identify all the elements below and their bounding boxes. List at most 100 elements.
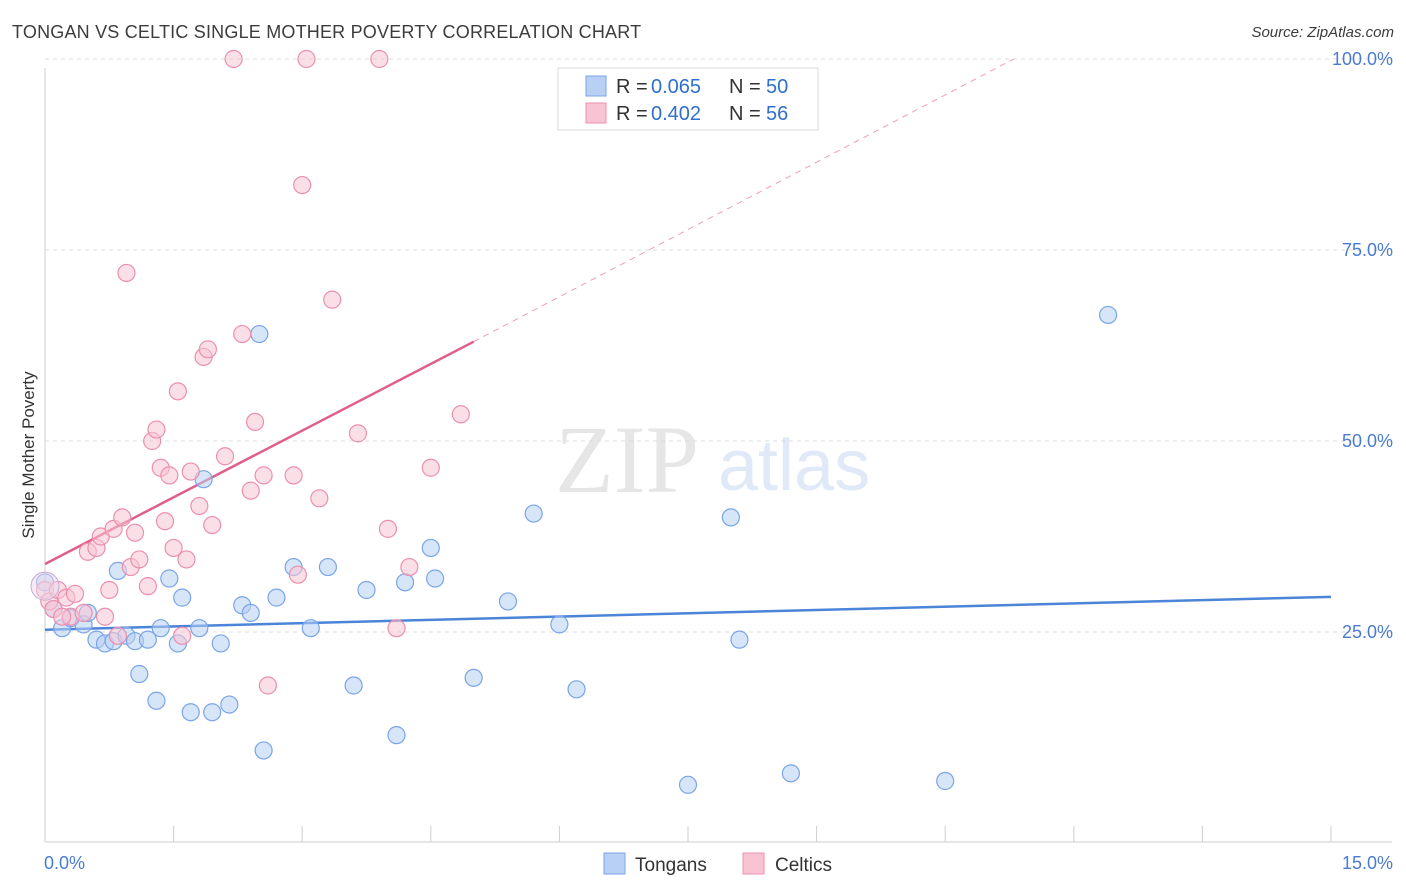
celtics-point [100,580,119,600]
bottom-legend-label-tongans: Tongans [635,855,707,876]
legend: R = 0.065 N = 50 R = 0.402 N = 56 [557,67,819,131]
series-celtics [35,49,470,695]
tongans-trend-line [44,595,1332,631]
legend-swatch-celtics [585,102,607,124]
tongans-point [250,324,269,344]
tongans-point [318,557,338,577]
legend-n-label-tongans: N = [729,76,761,98]
bottom-legend-swatch-tongans [603,852,626,875]
series-tongans [35,305,1118,794]
legend-r-value-tongans: 0.065 [651,76,701,98]
x-tick-label: 15.0% [1342,853,1393,873]
tongans-point [421,538,440,558]
tongans-point [357,580,376,600]
y-tick-label: 50.0% [1342,431,1393,451]
legend-r-value-celtics: 0.402 [651,103,701,125]
tongans-point [181,703,200,722]
tongans-point [678,775,698,794]
overlap-point [30,571,60,601]
celtics-point [233,324,252,344]
y-tick-label: 25.0% [1342,622,1393,642]
celtics-point [215,447,235,466]
trend-lines [44,58,1332,631]
tongans-point [524,504,543,523]
y-tick-label: 100.0% [1332,49,1393,69]
watermark-zip: ZIP [555,406,699,513]
celtics-point [288,565,308,584]
tongans-point [936,771,955,791]
celtics-point [177,550,196,569]
bottom-legend-label-celtics: Celtics [775,855,832,876]
celtics-point [241,481,260,500]
tongans-point [267,588,286,607]
tongans-point [203,703,222,722]
celtics-point [173,626,192,645]
celtics-point [198,340,217,359]
celtics-point [113,508,132,527]
celtics-point [53,607,72,626]
celtics-point [245,412,265,431]
y-tick-labels: 25.0% 50.0% 75.0% 100.0% [1332,49,1393,642]
tongans-point [147,691,166,710]
celtics-point [164,538,183,558]
tongans-point [344,676,363,695]
tongans-point [567,680,586,699]
source-label: Source: ZipAtlas.com [1251,24,1394,41]
tongans-point [425,569,445,588]
tongans-point [498,592,518,611]
tongans-point [395,573,415,592]
celtics-point [378,519,398,538]
watermark-atlas: atlas [718,426,870,506]
tongans-point [301,619,320,638]
celtics-point [254,466,273,485]
tongans-point [138,630,157,649]
celtics-point [310,489,329,508]
celtics-point [147,420,166,439]
chart-title: TONGAN VS CELTIC SINGLE MOTHER POVERTY C… [12,22,642,42]
tongans-point [730,630,749,649]
celtics-point [108,626,127,645]
celtics-point [168,382,187,401]
celtics-trend-extension [473,58,1015,343]
tongans-point [721,508,740,527]
celtics-point [125,523,145,542]
celtics-point [297,49,316,69]
celtics-point [160,466,179,485]
y-axis-label: Single Mother Poverty [19,371,38,539]
legend-row-celtics: R = 0.402 N = 56 [585,102,788,125]
legend-r-label-celtics: R = [616,103,648,125]
tongans-point [254,741,273,760]
bottom-legend: Tongans Celtics [603,852,832,876]
celtics-point [224,49,243,69]
tongans-point [211,634,230,653]
celtics-point [421,458,440,477]
tongans-point [160,569,179,588]
celtics-point [95,607,115,626]
tongans-point [1098,305,1118,325]
celtics-point [258,676,278,695]
legend-row-tongans: R = 0.065 N = 50 [585,75,788,98]
tongans-point [550,615,569,634]
celtics-point [451,405,470,424]
watermark: ZIP atlas [555,406,870,513]
celtics-point [181,462,200,481]
data-points [30,49,1118,794]
bottom-legend-swatch-celtics [742,852,765,875]
celtics-point [138,577,157,596]
tongans-point [151,619,170,638]
tongans-point [173,588,192,607]
y-tick-label: 75.0% [1342,240,1393,260]
tongans-point [190,619,209,638]
celtics-point [203,515,222,535]
tongans-point [220,695,239,714]
celtics-point [130,550,149,569]
x-tick-label: 0.0% [44,853,85,873]
tongans-point [387,726,406,745]
celtics-point [387,619,406,638]
tongans-point [241,603,260,623]
tongans-point [781,764,800,783]
axes [44,68,1392,843]
celtics-point [155,512,175,531]
celtics-point [65,584,85,603]
